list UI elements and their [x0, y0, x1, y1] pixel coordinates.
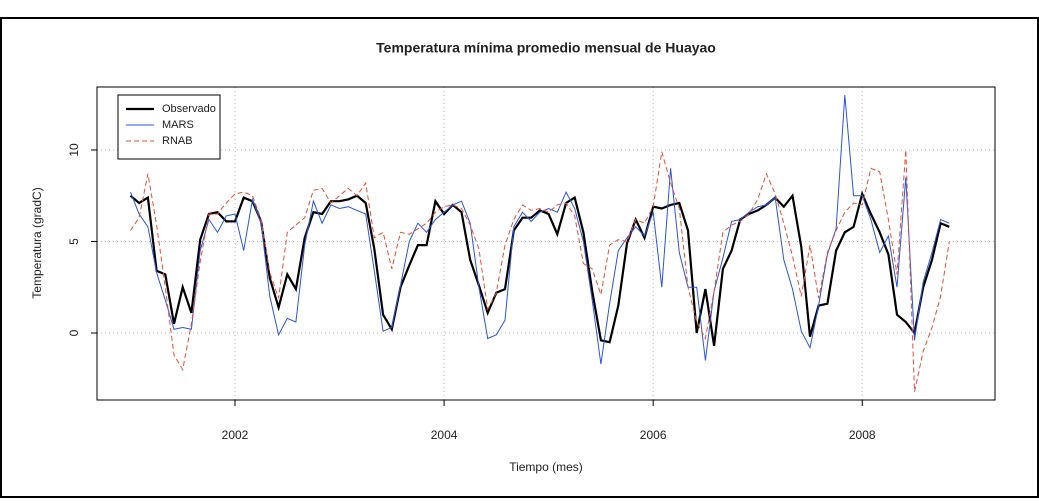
y-tick-label: 10 — [67, 143, 81, 157]
x-tick-label: 2004 — [431, 428, 458, 442]
legend-box — [117, 94, 221, 160]
legend-label: RNAB — [162, 135, 193, 147]
x-axis-label: Tiempo (mes) — [509, 460, 583, 474]
x-tick-label: 2006 — [640, 428, 667, 442]
y-tick-label: 5 — [67, 238, 81, 245]
y-tick-label: 0 — [67, 329, 81, 336]
series-line — [130, 95, 950, 365]
y-axis-label: Temperatura (gradC) — [30, 187, 44, 298]
plot-area — [96, 86, 996, 401]
series-line — [130, 149, 950, 392]
frame — [0, 17, 1039, 498]
series-line — [129, 190, 950, 346]
legend-label: Observado — [162, 103, 216, 115]
chart-title: Temperatura mínima promedio mensual de H… — [376, 40, 716, 56]
x-tick-label: 2008 — [849, 428, 876, 442]
x-tick-label: 2002 — [222, 428, 249, 442]
legend-label: MARS — [162, 119, 194, 131]
